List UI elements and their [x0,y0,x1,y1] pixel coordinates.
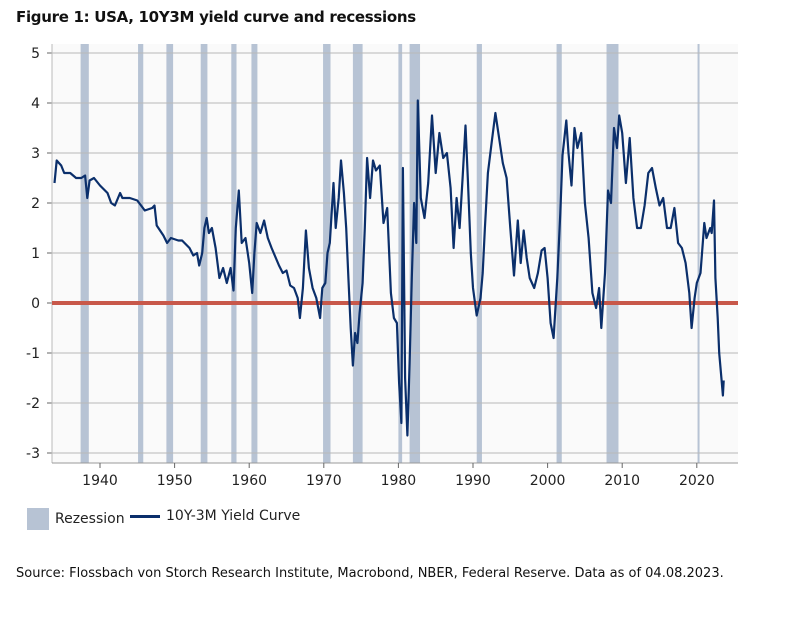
x-tick-label: 2020 [679,473,715,489]
x-tick-label: 2010 [604,473,640,489]
x-tick-label: 2000 [530,473,566,489]
legend-recession: Rezession [27,508,125,530]
recession-swatch [27,508,49,530]
x-tick-label: 1950 [157,473,193,489]
yield-curve-line [53,99,725,437]
y-tick-label: 2 [31,196,40,212]
source-note: Source: Flossbach von Storch Research In… [16,566,724,581]
y-tick-label: 1 [31,246,40,262]
legend-recession-label: Rezession [55,511,125,527]
x-tick-label: 1990 [455,473,491,489]
y-tick-label: -3 [26,446,40,462]
x-tick-label: 1940 [82,473,118,489]
x-tick-label: 1980 [381,473,417,489]
yield-curve-chart: 5 4 3 2 1 0 -1 -2 -3 1940 1950 1960 1970 1980 1990 2000… [26,44,738,489]
legend-line: 10Y-3M Yield Curve [130,508,300,524]
y-tick-label: 4 [31,96,40,112]
legend-line-label: 10Y-3M Yield Curve [166,508,301,524]
chart-title: Figure 1: USA, 10Y3M yield curve and rec… [16,8,416,26]
y-tick-label: 0 [31,296,40,312]
line-swatch [130,514,160,518]
y-tick-label: -2 [26,396,40,412]
y-tick-label: 3 [31,146,40,162]
x-tick-label: 1960 [231,473,267,489]
y-tick-label: 5 [31,46,40,62]
y-tick-label: -1 [26,346,40,362]
x-tick-label: 1970 [306,473,342,489]
